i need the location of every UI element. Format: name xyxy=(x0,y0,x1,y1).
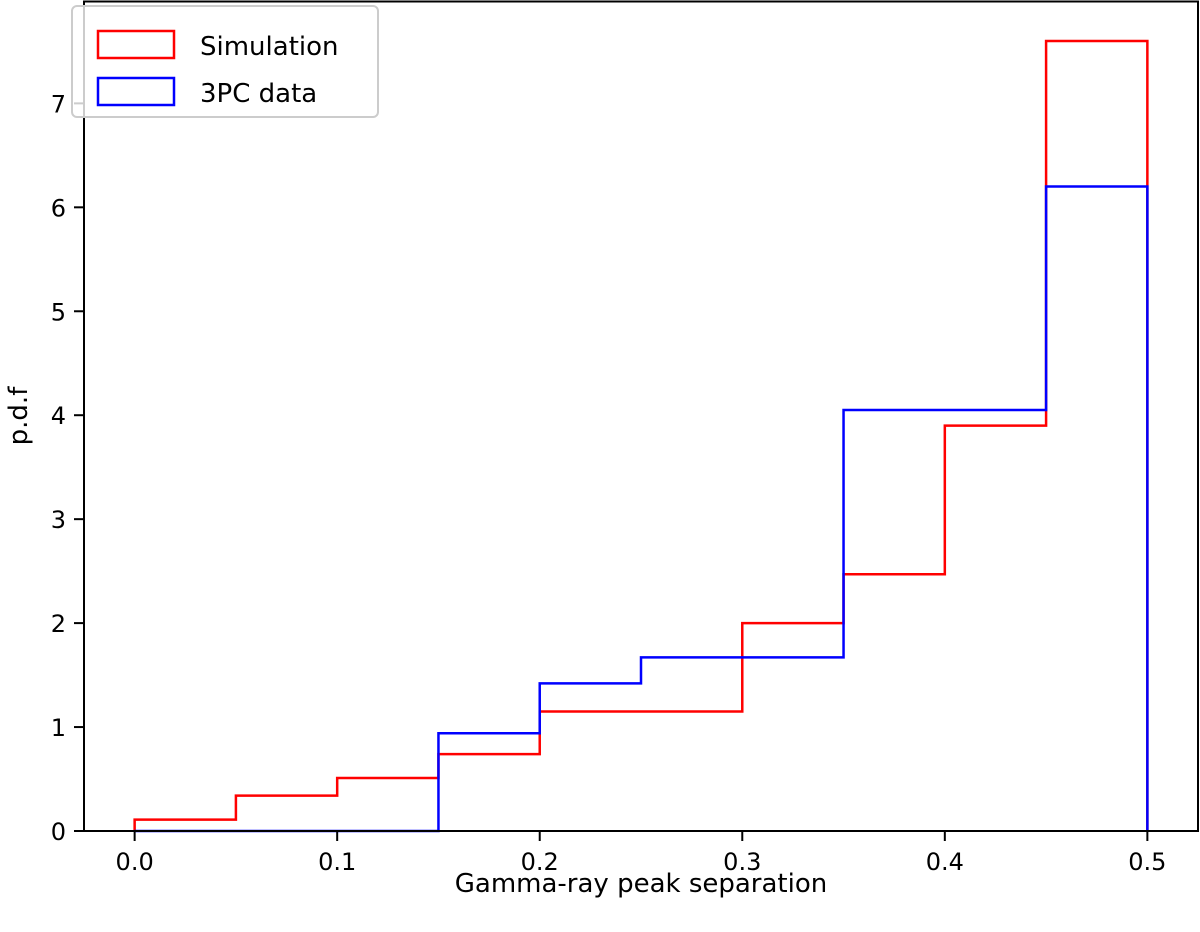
legend-label: Simulation xyxy=(200,32,339,62)
y-tick-label: 2 xyxy=(51,610,66,638)
y-tick-label: 4 xyxy=(51,402,66,430)
y-tick-label: 6 xyxy=(51,194,66,222)
legend-swatch xyxy=(96,29,176,60)
legend: Simulation 3PC data xyxy=(71,5,379,118)
x-tick-label: 0.1 xyxy=(318,848,356,876)
series-layer xyxy=(133,39,1149,833)
series-simulation-step xyxy=(133,39,1149,831)
y-tick-label: 3 xyxy=(51,506,66,534)
y-tick-label: 7 xyxy=(51,90,66,118)
series-3pc-data-step xyxy=(134,185,1149,833)
legend-box xyxy=(71,5,379,118)
x-axis: 0.0 0.1 0.2 0.3 0.4 0.5 xyxy=(116,831,1166,876)
y-axis: 0 1 2 3 4 5 6 7 xyxy=(51,90,84,846)
y-tick-label: 5 xyxy=(51,298,66,326)
x-tick-label: 0.0 xyxy=(116,848,154,876)
y-axis-label: p.d.f xyxy=(4,386,34,446)
x-tick-label: 0.2 xyxy=(521,848,559,876)
y-tick-label: 0 xyxy=(51,818,66,846)
x-tick-label: 0.4 xyxy=(926,848,964,876)
x-tick-label: 0.5 xyxy=(1128,848,1166,876)
plot-frame xyxy=(83,0,1199,832)
y-tick-label: 1 xyxy=(51,714,66,742)
legend-swatch xyxy=(96,76,176,107)
legend-label: 3PC data xyxy=(200,79,317,109)
x-tick-label: 0.3 xyxy=(723,848,761,876)
x-axis-label: Gamma-ray peak separation xyxy=(455,869,827,899)
